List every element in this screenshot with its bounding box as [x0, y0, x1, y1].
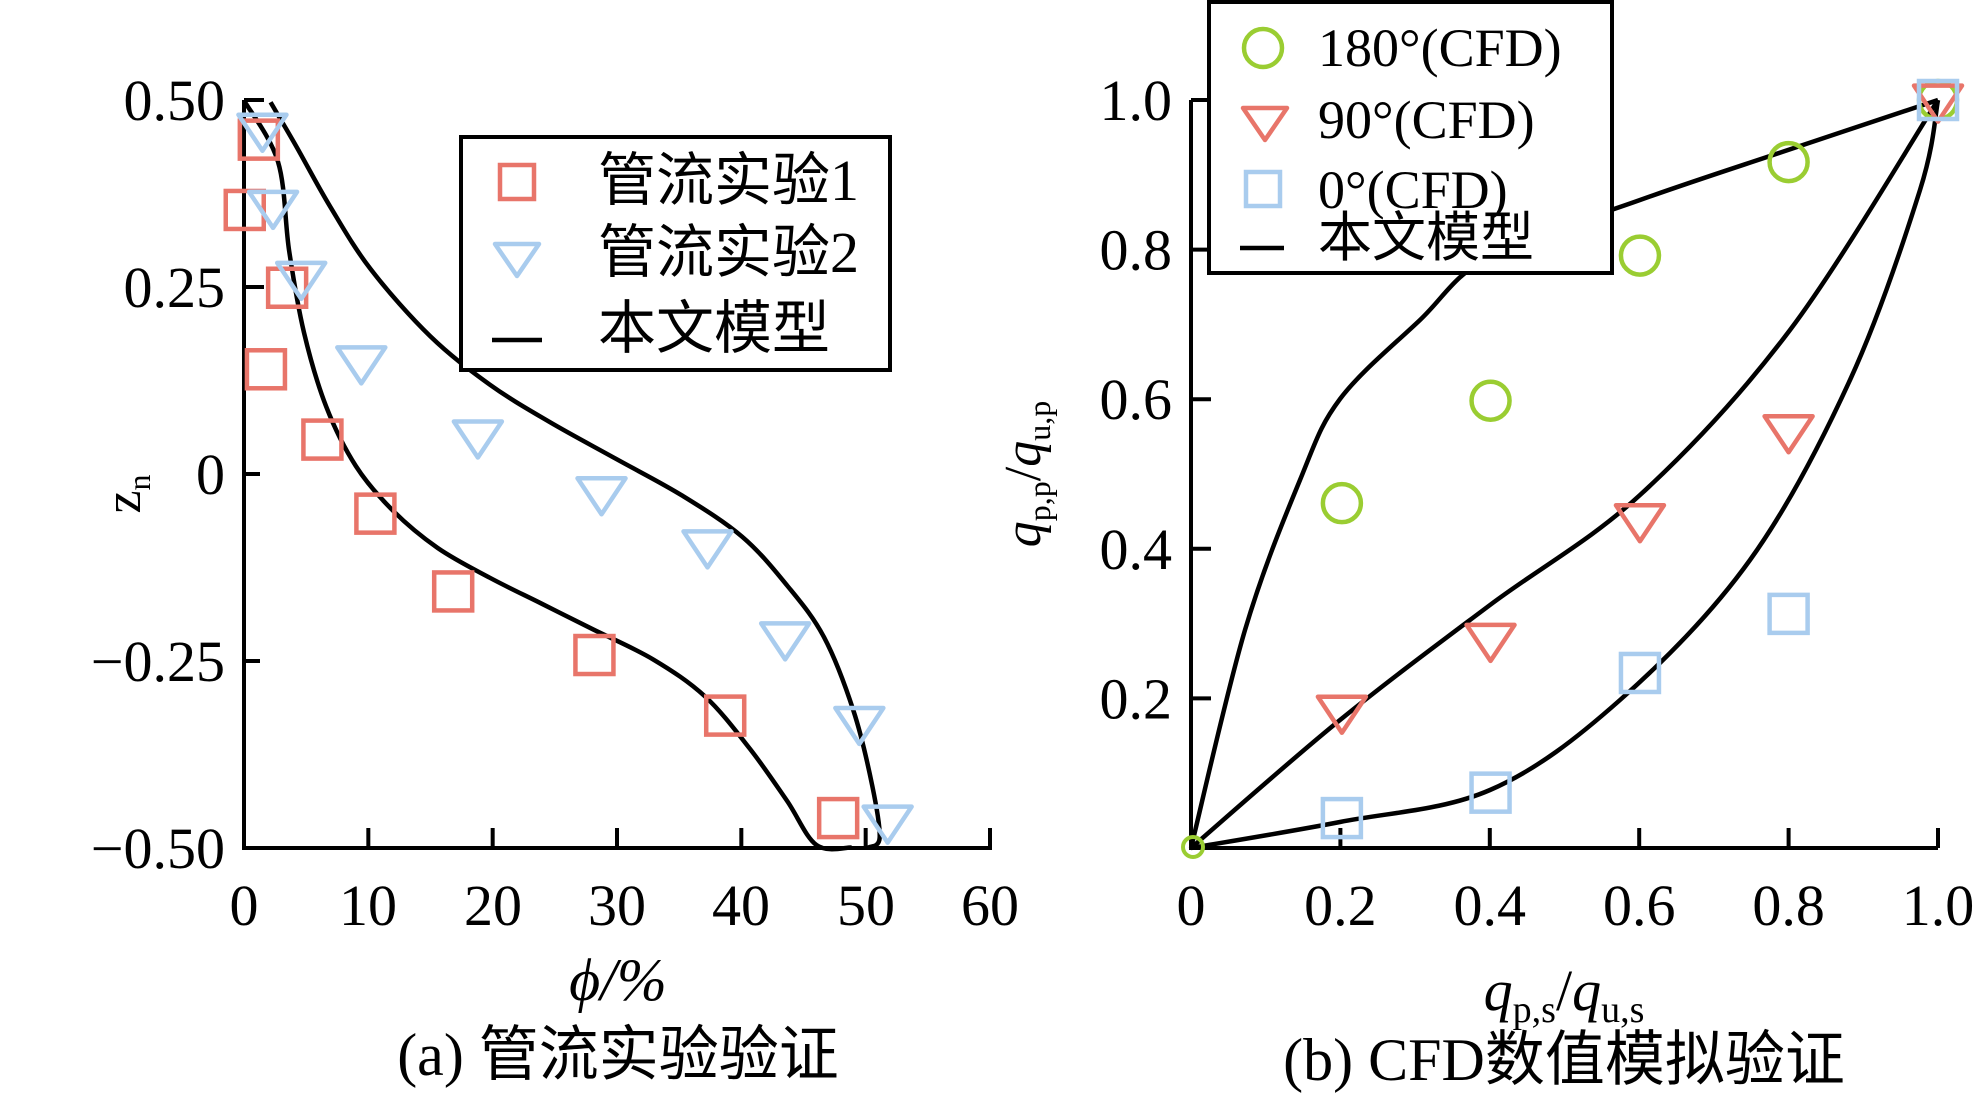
svg-text:本文模型: 本文模型	[598, 296, 830, 361]
svg-text:0: 0	[230, 873, 259, 938]
svg-text:ϕ/%: ϕ/%	[569, 947, 667, 1013]
svg-text:60: 60	[961, 873, 1019, 938]
svg-text:20: 20	[464, 873, 522, 938]
svg-text:本文模型: 本文模型	[1318, 208, 1534, 268]
svg-text:0.2: 0.2	[1304, 873, 1377, 938]
svg-text:−0.25: −0.25	[91, 629, 225, 694]
svg-text:(b) CFD数值模拟验证: (b) CFD数值模拟验证	[1283, 1027, 1845, 1093]
svg-text:0.2: 0.2	[1100, 666, 1173, 731]
svg-text:1.0: 1.0	[1100, 68, 1173, 133]
svg-text:0.6: 0.6	[1100, 367, 1173, 432]
svg-text:180°(CFD): 180°(CFD)	[1318, 18, 1562, 78]
svg-text:0.50: 0.50	[124, 68, 226, 133]
svg-text:50: 50	[837, 873, 895, 938]
svg-text:0.4: 0.4	[1454, 873, 1527, 938]
svg-text:0: 0	[196, 442, 225, 507]
svg-text:40: 40	[712, 873, 770, 938]
svg-text:0.25: 0.25	[124, 255, 226, 320]
svg-text:10: 10	[339, 873, 397, 938]
svg-text:1.0: 1.0	[1902, 873, 1975, 938]
svg-text:0: 0	[1177, 873, 1206, 938]
svg-text:0.8: 0.8	[1752, 873, 1825, 938]
svg-text:90°(CFD): 90°(CFD)	[1318, 90, 1535, 150]
svg-text:30: 30	[588, 873, 646, 938]
svg-text:−0.50: −0.50	[91, 816, 225, 881]
svg-text:管流实验1: 管流实验1	[598, 148, 859, 213]
svg-text:0.6: 0.6	[1603, 873, 1676, 938]
svg-text:0.8: 0.8	[1100, 218, 1173, 283]
svg-text:0.4: 0.4	[1100, 517, 1173, 582]
svg-text:(a) 管流实验验证: (a) 管流实验验证	[397, 1022, 839, 1088]
svg-text:管流实验2: 管流实验2	[598, 220, 859, 285]
